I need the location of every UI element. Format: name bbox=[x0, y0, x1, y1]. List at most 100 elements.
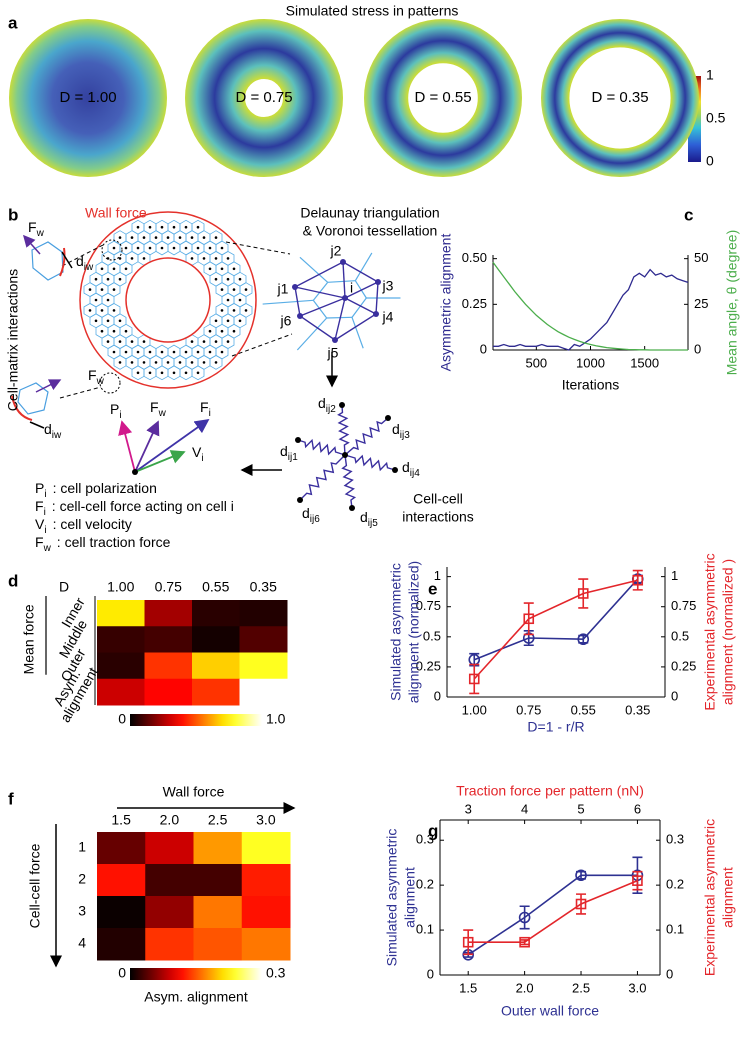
heatmap-cell bbox=[97, 652, 145, 680]
heatmap-cell bbox=[97, 864, 146, 897]
panel-label: a bbox=[8, 13, 18, 32]
velocity-arrow bbox=[134, 450, 186, 473]
neighbor-label: j4 bbox=[382, 309, 394, 325]
y-tick-label: 0.75 bbox=[416, 598, 441, 613]
colorbar-tick-label: 1 bbox=[706, 67, 714, 83]
cell-center bbox=[214, 277, 218, 281]
row-label: 1 bbox=[78, 839, 86, 855]
heatmap-cell bbox=[144, 678, 193, 706]
y2-tick-label: 0.75 bbox=[671, 598, 696, 613]
cell-center bbox=[148, 350, 152, 354]
column-label: 2.5 bbox=[208, 812, 228, 828]
cell-center bbox=[232, 288, 236, 291]
symbol-label: Fw bbox=[150, 399, 167, 419]
colorbar bbox=[130, 968, 262, 980]
cell-center bbox=[88, 288, 92, 291]
symbol-sub: i bbox=[201, 453, 203, 464]
cell-center bbox=[202, 340, 206, 343]
colorbar-tick-label: 0 bbox=[118, 965, 126, 981]
y2-axis-label: Experimental asymmetric bbox=[702, 553, 718, 710]
cell-center bbox=[112, 288, 116, 291]
series-line bbox=[467, 874, 638, 956]
delaunay-edge bbox=[294, 286, 346, 299]
error-bar bbox=[519, 905, 530, 930]
x-tick-label: 2.0 bbox=[516, 980, 534, 995]
graph-node bbox=[375, 279, 381, 285]
cell-center bbox=[220, 309, 224, 312]
colorbar-tick-label: 0 bbox=[706, 153, 714, 169]
cell-center bbox=[130, 257, 134, 260]
symbol-label: Fi: cell-cell force acting on cell i bbox=[35, 498, 234, 518]
graph-node bbox=[342, 295, 348, 301]
traction-arrow bbox=[23, 234, 41, 255]
cell-center bbox=[142, 257, 146, 260]
symbol-sub: i bbox=[209, 408, 211, 419]
cell-center bbox=[232, 329, 236, 333]
cell-center bbox=[196, 246, 200, 250]
cell-center bbox=[232, 309, 236, 312]
legend-text: : cell polarization bbox=[53, 480, 157, 496]
zoom-circle bbox=[99, 372, 121, 394]
panel-label: b bbox=[8, 205, 18, 224]
distance-bar bbox=[29, 421, 45, 429]
cell-center bbox=[136, 371, 140, 375]
heatmap-cell bbox=[239, 678, 288, 706]
cell-matrix-label: Cell-matrix interactions bbox=[5, 269, 21, 411]
x-tick-label: 2.5 bbox=[572, 980, 590, 995]
heatmap-cell bbox=[241, 928, 291, 961]
symbol-label: dij2 bbox=[318, 395, 336, 415]
y-tick-label: 0.5 bbox=[423, 628, 441, 643]
panel-label: f bbox=[8, 789, 14, 808]
delaunay-edge bbox=[344, 281, 379, 299]
symbol-base: F bbox=[88, 367, 97, 383]
symbol-sub: i bbox=[119, 410, 121, 421]
symbol-base: d bbox=[360, 509, 368, 525]
heatmap-cell bbox=[97, 928, 146, 961]
symbol-sub: i bbox=[44, 525, 46, 536]
cell-center bbox=[88, 309, 92, 312]
symbol-base: d bbox=[44, 421, 52, 437]
cell-center bbox=[160, 246, 164, 250]
cell-center bbox=[196, 371, 200, 375]
y2-axis-label: Experimental asymmetric bbox=[702, 819, 718, 976]
pattern-label: D = 1.00 bbox=[59, 89, 116, 106]
cell-center bbox=[220, 350, 224, 354]
symbol-sub: ij1 bbox=[288, 452, 298, 463]
y2-tick-label: 0.3 bbox=[666, 832, 684, 847]
cell-center bbox=[124, 329, 128, 333]
cell-center bbox=[172, 371, 176, 375]
cell-center bbox=[142, 361, 146, 364]
cell-center bbox=[214, 361, 218, 364]
column-label: 0.75 bbox=[155, 579, 182, 595]
force-arrow bbox=[134, 418, 210, 473]
neighbor-label: j1 bbox=[277, 281, 289, 297]
cell-center bbox=[118, 257, 122, 260]
polarization-arrow bbox=[118, 420, 136, 473]
row-label: 3 bbox=[78, 903, 86, 919]
cell-center bbox=[148, 246, 152, 250]
cell-center bbox=[196, 350, 200, 354]
voronoi-edge bbox=[326, 316, 353, 319]
marker bbox=[575, 898, 587, 910]
spring-node bbox=[349, 505, 355, 511]
cell-center bbox=[226, 257, 230, 260]
y-tick-label: 0.50 bbox=[462, 250, 487, 265]
symbol-sub: iw bbox=[52, 430, 62, 441]
voronoi-ray bbox=[299, 256, 329, 283]
cell-center bbox=[214, 319, 218, 323]
cell-center bbox=[130, 340, 134, 343]
symbol-label: dij4 bbox=[402, 459, 420, 479]
legend-text: : cell traction force bbox=[57, 534, 171, 550]
y2-axis-label: alignment bbox=[720, 867, 736, 928]
cell-center bbox=[220, 329, 224, 333]
voronoi-edge bbox=[312, 299, 328, 319]
symbol-sub: i bbox=[44, 489, 46, 500]
cell-center bbox=[118, 361, 122, 364]
symbol-base: P bbox=[35, 480, 44, 496]
zoom-line bbox=[231, 333, 293, 357]
error-bar bbox=[578, 578, 589, 609]
cell-center bbox=[220, 246, 224, 250]
spring-node bbox=[295, 437, 301, 443]
voronoi-ray bbox=[262, 299, 314, 305]
